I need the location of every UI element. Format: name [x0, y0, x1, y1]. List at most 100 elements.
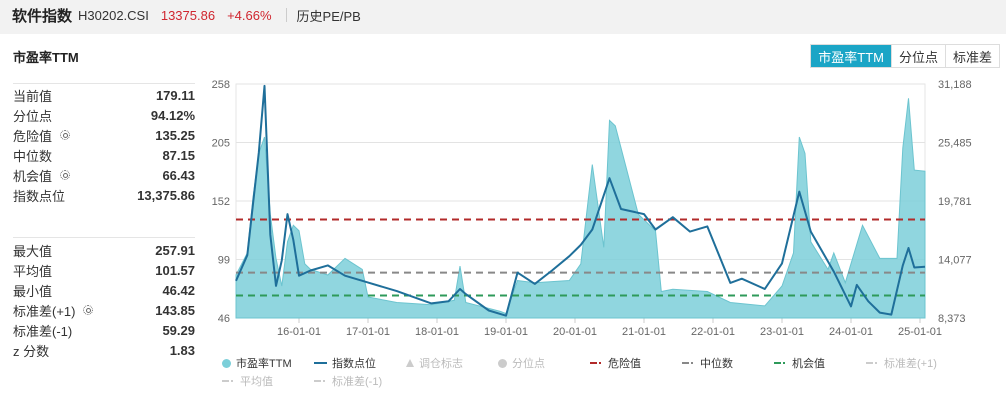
gear-icon[interactable]: [60, 130, 71, 140]
stat-value: 179.11: [155, 87, 195, 103]
y-right-tick: 31,188: [938, 79, 972, 91]
y-right-tick: 14,077: [938, 255, 972, 267]
stat-label: 标准差(+1): [13, 301, 94, 320]
stat-row: 最大值 257.91: [13, 240, 195, 260]
stat-label-text: 危险值: [13, 128, 53, 144]
legend-label: 标准差(+1): [884, 358, 937, 370]
y-left-tick: 46: [218, 313, 230, 325]
stat-value: 59.29: [162, 322, 195, 338]
legend-label: 指数点位: [332, 358, 376, 370]
stat-row: 分位点 94.12%: [13, 105, 195, 125]
legend-item[interactable]: 中位数: [682, 355, 774, 371]
stat-row: 危险值 135.25: [13, 125, 195, 145]
y-left-tick: 99: [218, 255, 230, 267]
tab-pe-ttm[interactable]: 市盈率TTM: [811, 45, 891, 67]
dash-icon: [314, 380, 327, 382]
x-tick-label: 16-01-01: [277, 326, 321, 338]
legend-label: 中位数: [700, 358, 733, 370]
stats-top: 当前值 179.11 分位点 94.12% 危险值 135.25 中位数 87.15 机会值 66…: [13, 85, 195, 205]
stat-label-text: 标准差(+1): [13, 303, 76, 319]
stat-label: 平均值: [13, 261, 52, 280]
stat-value: 13,375.86: [137, 187, 195, 203]
stat-value: 94.12%: [150, 107, 195, 123]
stat-label: 危险值: [13, 126, 71, 145]
stat-row: 指数点位 13,375.86: [13, 185, 195, 205]
legend-label: 调仓标志: [419, 358, 463, 370]
legend-item[interactable]: 市盈率TTM: [222, 355, 314, 371]
dash-icon: [222, 380, 235, 382]
dash-icon: [590, 362, 603, 364]
stat-label: 标准差(-1): [13, 321, 72, 340]
dash-icon: [866, 362, 879, 364]
stat-label-text: 标准差(-1): [13, 323, 73, 339]
legend-label: 机会值: [792, 358, 825, 370]
x-tick-label: 22-01-01: [691, 326, 735, 338]
stats-bottom: 最大值 257.91 平均值 101.57 最小值 46.42 标准差(+1) 143.85 标…: [13, 240, 195, 360]
divider: [13, 237, 195, 238]
index-price: 13375.86: [160, 7, 216, 23]
stat-row: 平均值 101.57: [13, 260, 195, 280]
legend-label: 危险值: [608, 358, 641, 370]
tab-percentile[interactable]: 分位点: [890, 45, 945, 67]
tab-std-dev[interactable]: 标准差: [944, 45, 999, 67]
stat-row: 中位数 87.15: [13, 145, 195, 165]
legend-item[interactable]: 平均值: [222, 373, 314, 389]
panel-title: 市盈率TTM: [13, 50, 79, 65]
stat-label: 分位点: [13, 106, 52, 125]
y-left-tick: 258: [212, 79, 230, 91]
x-tick-label: 25-01-01: [898, 326, 942, 338]
legend-label: 平均值: [240, 376, 273, 388]
legend-item[interactable]: 危险值: [590, 355, 682, 371]
stat-label: 最大值: [13, 241, 52, 260]
stat-label-text: 中位数: [13, 148, 53, 164]
index-line-series[interactable]: [235, 84, 926, 317]
legend-item[interactable]: 机会值: [774, 355, 866, 371]
index-header: 软件指数 H30202.CSI 13375.86 +4.66% 历史PE/PB: [0, 0, 1006, 30]
y-left-tick: 152: [212, 196, 230, 208]
index-code: H30202.CSI: [78, 7, 149, 23]
chart-legend: 市盈率TTM 指数点位 调仓标志 分位点 危险值 中位数 机会值 标准差(+1) 平均值 标准差…: [222, 354, 992, 390]
history-pe-pb-link[interactable]: 历史PE/PB: [296, 8, 361, 24]
stat-label-text: 分位点: [13, 108, 53, 124]
circle-icon: [222, 358, 231, 368]
stat-value: 87.15: [162, 147, 195, 163]
x-tick-label: 24-01-01: [829, 326, 873, 338]
stat-label: 机会值: [13, 166, 71, 185]
index-name: 软件指数: [12, 7, 73, 25]
legend-item[interactable]: 标准差(+1): [866, 355, 966, 371]
legend-item[interactable]: 调仓标志: [406, 355, 498, 371]
stat-value: 143.85: [155, 302, 195, 318]
x-tick-label: 20-01-01: [553, 326, 597, 338]
stat-row: 当前值 179.11: [13, 85, 195, 105]
y-right-tick: 8,373: [938, 313, 966, 325]
gear-icon[interactable]: [60, 170, 71, 180]
gear-icon[interactable]: [83, 305, 94, 315]
valuation-panel: 市盈率TTM 市盈率TTM 分位点 标准差 当前值 179.11 分位点 94.12%…: [0, 34, 1006, 400]
stat-label: 中位数: [13, 146, 52, 165]
stat-label-text: z 分数: [13, 343, 50, 359]
stat-label: 当前值: [13, 86, 52, 105]
stat-label: 指数点位: [13, 186, 65, 205]
x-tick-label: 23-01-01: [760, 326, 804, 338]
stat-value: 66.43: [162, 167, 195, 183]
y-left-tick: 205: [212, 138, 230, 150]
stat-label-text: 当前值: [13, 88, 53, 104]
divider: [285, 8, 287, 22]
metric-tabs: 市盈率TTM 分位点 标准差: [810, 44, 1000, 68]
x-tick-label: 18-01-01: [415, 326, 459, 338]
legend-label: 分位点: [512, 358, 545, 370]
legend-item[interactable]: 指数点位: [314, 355, 406, 371]
stat-value: 46.42: [162, 282, 195, 298]
stat-label-text: 指数点位: [13, 188, 66, 204]
stat-value: 101.57: [155, 262, 195, 278]
index-change: +4.66%: [227, 7, 272, 23]
stat-value: 1.83: [169, 342, 195, 358]
triangle-icon: [406, 359, 414, 367]
legend-item[interactable]: 标准差(-1): [314, 373, 414, 389]
pe-chart[interactable]: 46 8,373 99 14,077 152 19,781 205 25,485 258 31,1…: [0, 34, 1006, 400]
stat-value: 257.91: [155, 242, 195, 258]
dash-icon: [774, 362, 787, 364]
legend-item[interactable]: 分位点: [498, 355, 590, 371]
stat-value: 135.25: [155, 127, 195, 143]
legend-label: 市盈率TTM: [236, 358, 292, 370]
